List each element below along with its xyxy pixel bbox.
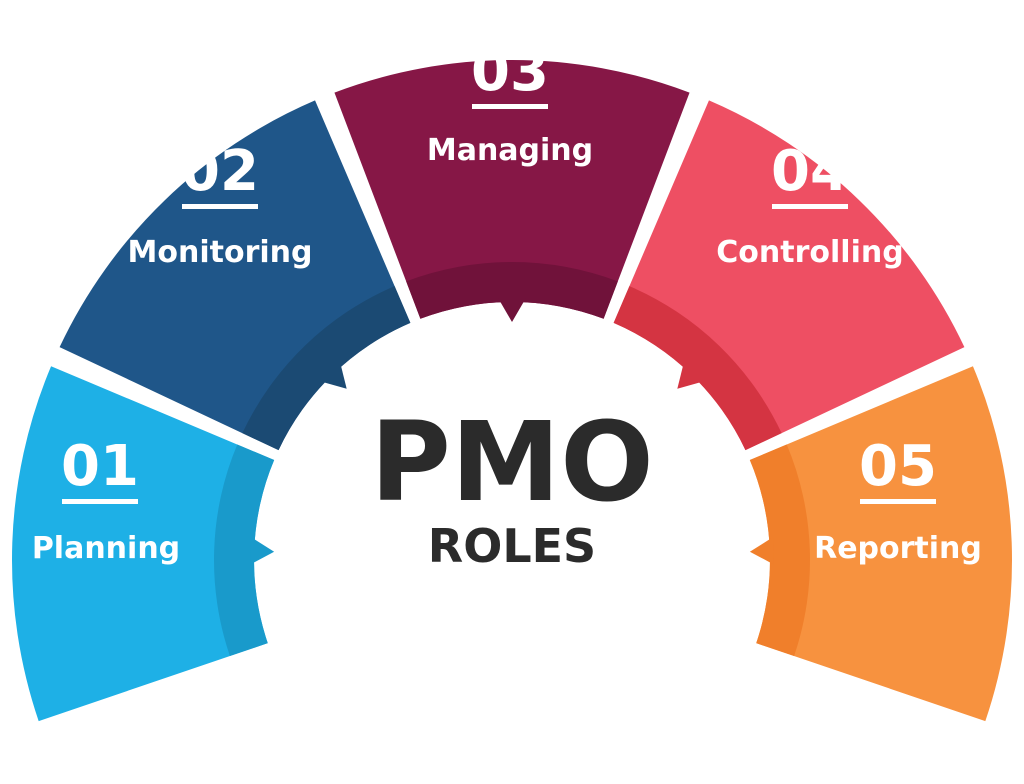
segment-number-underline	[62, 499, 138, 504]
segment-inner-band	[406, 261, 618, 319]
segment-label-group-02: 02 Monitoring	[128, 139, 313, 270]
segment-shape	[12, 366, 275, 722]
segment-label: Controlling	[716, 235, 903, 270]
segment-number-underline	[182, 204, 258, 209]
segment-number: 05	[859, 434, 937, 499]
segment-inner-band	[213, 444, 275, 657]
segment-label-group-01: 01 Planning	[32, 434, 180, 566]
segment-label: Managing	[427, 133, 593, 168]
segment-label: Reporting	[814, 531, 982, 566]
segment-03	[334, 60, 690, 322]
segment-inner-band	[242, 286, 411, 451]
segment-pointer	[749, 537, 774, 565]
segment-number-underline	[860, 499, 936, 504]
segment-inner-band	[749, 444, 811, 657]
segment-pointer	[250, 537, 275, 565]
segment-inner-band	[613, 286, 782, 451]
segment-label-group-04: 04 Controlling	[716, 139, 903, 270]
center-circle: PMO ROLES	[370, 398, 654, 573]
center-title: PMO	[370, 398, 654, 526]
segment-05	[749, 366, 1012, 722]
segment-01	[12, 366, 275, 722]
segment-02	[59, 100, 411, 451]
segment-label-group-03: 03 Managing	[427, 39, 593, 168]
segment-shape	[749, 366, 1012, 722]
segment-number: 04	[771, 139, 849, 204]
segment-number: 01	[61, 434, 139, 499]
segment-pointer	[498, 298, 526, 322]
segment-number: 02	[181, 139, 259, 204]
segment-label-group-05: 05 Reporting	[814, 434, 982, 566]
segment-04	[613, 100, 965, 451]
center-subtitle: ROLES	[428, 519, 596, 573]
segment-pointer	[320, 362, 347, 389]
segments-layer	[12, 60, 1012, 722]
segment-label: Monitoring	[128, 235, 313, 270]
segment-label: Planning	[32, 531, 180, 566]
segment-pointer	[677, 362, 704, 389]
segment-number-underline	[472, 104, 548, 109]
segment-number: 03	[471, 39, 549, 104]
segment-number-underline	[772, 204, 848, 209]
labels-layer: 01 Planning 02 Monitoring 03 Managing 04 Contro…	[32, 39, 982, 566]
segment-shape	[334, 60, 690, 319]
